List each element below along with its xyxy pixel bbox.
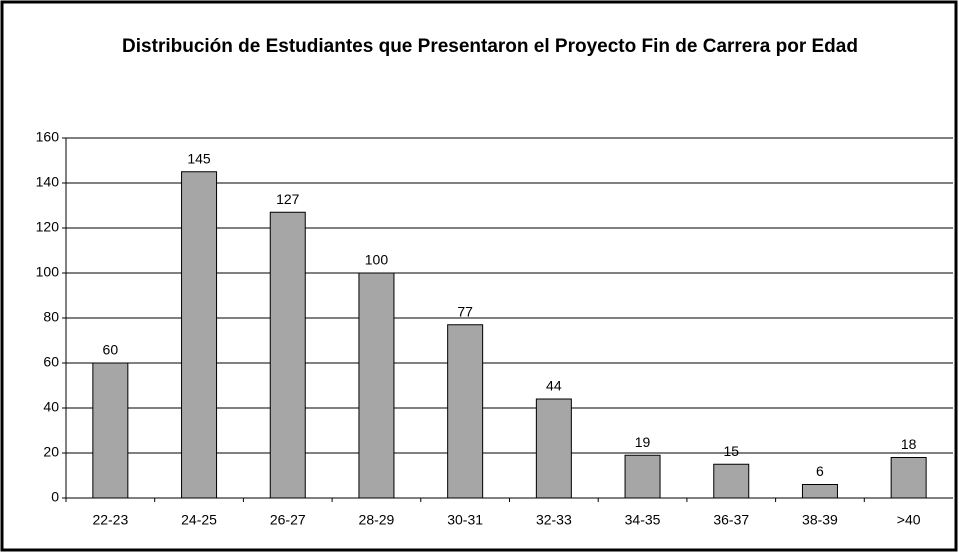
bar [92, 362, 129, 499]
x-tick-label: 28-29 [359, 512, 395, 528]
x-tick-label: 22-23 [92, 512, 128, 528]
data-label: 6 [816, 463, 824, 479]
y-tick-label: 120 [36, 219, 60, 235]
bar [181, 171, 218, 499]
bar [269, 211, 306, 499]
x-tick-label: 24-25 [181, 512, 217, 528]
data-label: 60 [103, 342, 119, 358]
x-tick-label: 30-31 [447, 512, 483, 528]
bar [624, 454, 661, 499]
y-tick-label: 140 [36, 174, 60, 190]
data-label: 44 [546, 378, 562, 394]
bar [890, 457, 927, 499]
y-tick-label: 160 [36, 129, 60, 145]
data-label: 19 [635, 434, 651, 450]
y-tick-label: 60 [43, 354, 59, 370]
data-label: 127 [276, 191, 300, 207]
bar [358, 272, 395, 499]
x-tick-label: 26-27 [270, 512, 306, 528]
x-tick-label: >40 [897, 512, 921, 528]
data-label: 145 [187, 150, 211, 166]
y-tick-label: 80 [43, 309, 59, 325]
bar [801, 484, 838, 499]
x-tick-label: 36-37 [713, 512, 749, 528]
x-tick-label: 32-33 [536, 512, 572, 528]
data-label: 18 [901, 436, 917, 452]
bar [713, 463, 750, 499]
bar [535, 398, 572, 499]
y-tick-label: 0 [51, 489, 59, 505]
y-tick-label: 20 [43, 444, 59, 460]
y-tick-label: 100 [36, 264, 60, 280]
y-tick-label: 40 [43, 399, 59, 415]
bar [447, 324, 484, 499]
data-label: 77 [457, 303, 473, 319]
chart-title: Distribución de Estudiantes que Presenta… [122, 36, 858, 57]
data-label: 100 [365, 252, 389, 268]
data-label: 15 [723, 443, 739, 459]
x-tick-label: 34-35 [625, 512, 661, 528]
x-tick-label: 38-39 [802, 512, 838, 528]
